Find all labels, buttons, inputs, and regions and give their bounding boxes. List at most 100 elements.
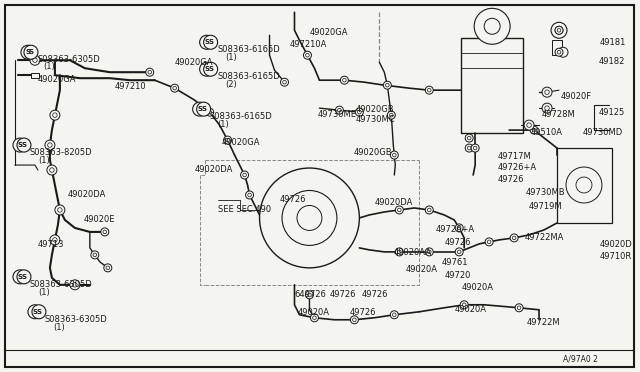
Text: S: S	[208, 66, 213, 72]
Circle shape	[465, 144, 473, 152]
Text: 49020GA: 49020GA	[221, 138, 260, 147]
Text: 49020DA: 49020DA	[374, 198, 413, 207]
Circle shape	[335, 106, 344, 114]
Text: 49510A: 49510A	[531, 128, 563, 137]
Circle shape	[485, 238, 493, 246]
Text: 49728M: 49728M	[542, 110, 576, 119]
Text: 49020D: 49020D	[600, 240, 633, 249]
Circle shape	[24, 45, 38, 59]
Circle shape	[50, 235, 60, 245]
Text: 49020F: 49020F	[561, 92, 592, 101]
Text: 49726: 49726	[330, 290, 356, 299]
Circle shape	[104, 264, 112, 272]
Circle shape	[280, 78, 289, 86]
Circle shape	[428, 250, 431, 254]
Circle shape	[542, 103, 552, 113]
Circle shape	[70, 280, 80, 290]
Circle shape	[455, 224, 463, 232]
Circle shape	[425, 248, 433, 256]
Circle shape	[72, 283, 77, 287]
Circle shape	[355, 108, 364, 116]
Circle shape	[204, 35, 218, 49]
Circle shape	[340, 76, 348, 84]
Circle shape	[282, 190, 337, 246]
Circle shape	[226, 138, 229, 142]
Text: 49726: 49726	[280, 195, 306, 204]
Circle shape	[425, 206, 433, 214]
Circle shape	[390, 113, 393, 117]
Circle shape	[55, 205, 65, 215]
Text: S08363-6165D: S08363-6165D	[218, 72, 280, 81]
Circle shape	[358, 110, 361, 114]
Text: (1): (1)	[53, 323, 65, 332]
Circle shape	[467, 146, 471, 150]
Circle shape	[47, 143, 52, 147]
Circle shape	[474, 146, 477, 150]
Text: (2): (2)	[226, 80, 237, 89]
Circle shape	[306, 54, 309, 57]
Circle shape	[205, 108, 214, 116]
Text: S08363-6305D: S08363-6305D	[45, 315, 108, 324]
Text: 49722MA: 49722MA	[525, 233, 564, 242]
Circle shape	[545, 90, 549, 94]
Text: 49713: 49713	[38, 240, 65, 249]
Circle shape	[487, 240, 491, 244]
Circle shape	[390, 311, 398, 319]
Circle shape	[515, 304, 523, 312]
Circle shape	[396, 206, 403, 214]
Circle shape	[173, 86, 177, 90]
Text: 49020DA: 49020DA	[195, 165, 233, 174]
Text: (1): (1)	[43, 62, 54, 71]
Circle shape	[558, 47, 568, 57]
Text: (1): (1)	[218, 120, 229, 129]
Text: 49730MB: 49730MB	[526, 188, 566, 197]
Text: 49730ME: 49730ME	[317, 110, 356, 119]
Text: S: S	[26, 49, 31, 55]
Circle shape	[47, 165, 57, 175]
Circle shape	[474, 8, 510, 44]
Text: S: S	[33, 309, 37, 315]
Text: S08363-8205D: S08363-8205D	[30, 148, 93, 157]
Text: 49726: 49726	[362, 290, 388, 299]
Circle shape	[28, 305, 42, 319]
Circle shape	[58, 208, 62, 212]
Circle shape	[576, 177, 592, 193]
Text: 49182: 49182	[599, 57, 625, 66]
Circle shape	[392, 153, 396, 157]
Circle shape	[50, 168, 54, 172]
Circle shape	[243, 173, 246, 177]
Text: 49726+A: 49726+A	[497, 163, 536, 172]
Circle shape	[530, 126, 538, 134]
Circle shape	[462, 303, 466, 307]
Text: 49020GA: 49020GA	[38, 75, 76, 84]
Circle shape	[52, 113, 57, 118]
Bar	[552, 40, 562, 55]
Circle shape	[350, 316, 358, 324]
Circle shape	[532, 128, 536, 132]
Circle shape	[45, 140, 55, 150]
Circle shape	[455, 248, 463, 256]
Circle shape	[33, 58, 37, 62]
Circle shape	[305, 291, 314, 299]
Text: S: S	[17, 142, 22, 148]
Circle shape	[555, 26, 563, 34]
Circle shape	[510, 234, 518, 242]
Circle shape	[32, 305, 46, 319]
Circle shape	[383, 81, 391, 89]
Circle shape	[223, 136, 232, 144]
Circle shape	[555, 48, 563, 56]
Text: 49761: 49761	[441, 258, 468, 267]
Circle shape	[303, 51, 312, 59]
Circle shape	[297, 205, 322, 230]
Circle shape	[524, 120, 534, 130]
Text: S: S	[204, 39, 209, 45]
Circle shape	[338, 108, 341, 112]
Circle shape	[387, 111, 396, 119]
Text: S08363-6305D: S08363-6305D	[30, 280, 93, 289]
Text: S: S	[28, 49, 33, 55]
Text: 49710R: 49710R	[600, 252, 632, 261]
Circle shape	[390, 151, 398, 159]
Circle shape	[91, 251, 99, 259]
Circle shape	[171, 84, 179, 92]
Text: S: S	[17, 274, 22, 280]
